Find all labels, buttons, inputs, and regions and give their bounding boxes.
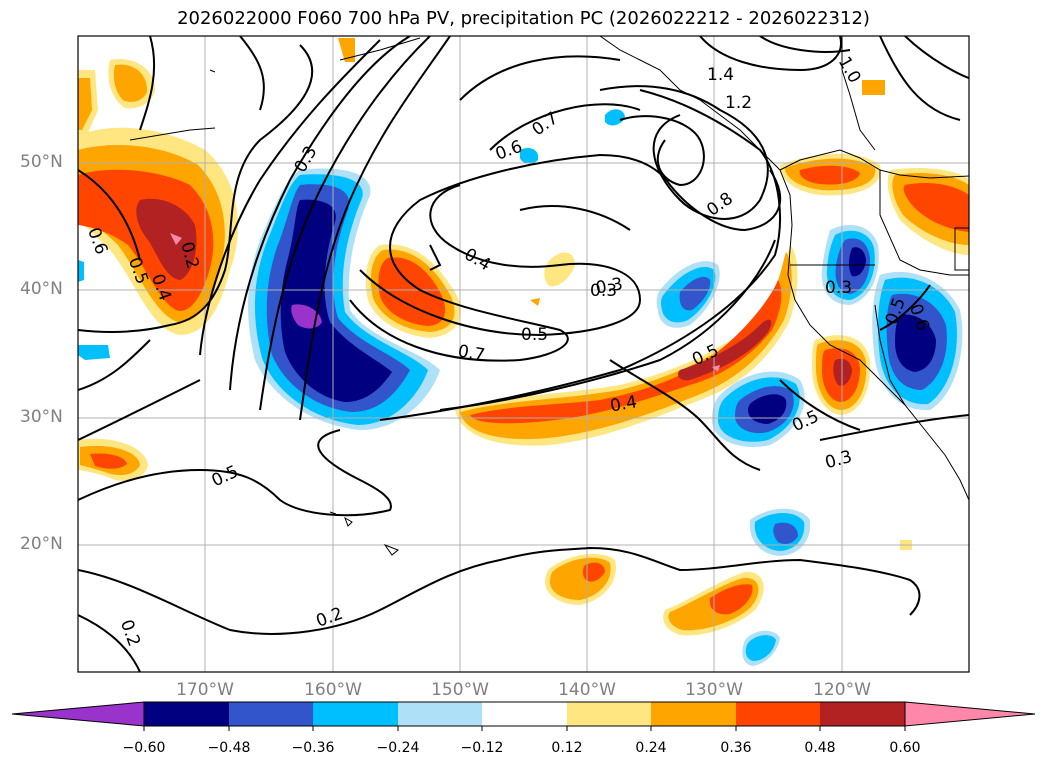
lat-label: 50°N [20,152,63,172]
lon-label: 160°W [304,680,362,700]
contour-label: 1.0 [834,53,865,86]
colorbar-tick: 0.48 [804,740,836,756]
precip-negative-region [849,247,866,277]
colorbar-tick: −0.36 [291,740,335,756]
precip-negative-region [605,109,625,126]
colorbar-swatch [736,702,820,726]
precip-negative-region [773,522,798,544]
precip-positive-region [113,64,148,102]
chart-title: 2026022000 F060 700 hPa PV, precipitatio… [177,8,870,29]
colorbar [11,701,1036,731]
precip-positive-region [530,298,540,306]
colorbar-swatch [144,702,229,726]
precipitation-fields [78,38,969,666]
precip-positive-region [544,252,575,287]
precip-positive-region [799,165,860,185]
contour-label: 0.4 [461,244,494,275]
contour-label: 0.3 [590,281,617,301]
precip-negative-region [748,394,787,424]
precip-positive-region [470,280,782,424]
colorbar-swatch [11,701,145,727]
contour-label: 0.6 [493,137,525,165]
precip-negative-region [78,260,84,282]
lon-label: 120°W [813,680,871,700]
precip-positive-region [833,358,852,386]
colorbar-swatch [313,702,398,726]
colorbar-swatch [229,702,313,726]
precip-negative-region [520,148,539,164]
colorbar-swatch [567,702,651,726]
colorbar-tick: 0.36 [720,740,752,756]
coastlines [129,36,969,556]
precip-positive-region [678,319,772,381]
precip-negative-region [895,314,936,372]
precip-negative-region [679,276,711,311]
colorbar-swatch [482,702,567,726]
colorbar-tick: −0.12 [460,740,504,756]
lon-label: 150°W [431,680,489,700]
lat-label: 20°N [20,534,63,554]
precip-positive-region [709,584,753,615]
contour-label: 0.3 [825,278,852,298]
contour-label: 0.5 [209,462,242,492]
precip-negative-region [745,635,776,661]
contour-label: 0.5 [521,325,548,345]
precip-positive-region [903,183,969,232]
precip-positive-region [582,562,605,582]
colorbar-tick: −0.48 [207,740,251,756]
precip-negative-region [280,199,392,402]
lon-label: 140°W [558,680,616,700]
colorbar-swatch [904,701,1036,727]
contour-label: 0.2 [314,604,346,632]
colorbar-tick: −0.24 [376,740,420,756]
contour-label: 0.7 [529,108,563,140]
contour-label: 1.4 [707,65,734,85]
colorbar-swatch [651,702,736,726]
precip-positive-region [378,257,446,326]
contour-label: 0.3 [823,447,854,473]
precip-positive-region [170,233,182,245]
lat-label: 30°N [20,407,63,427]
lat-label: 40°N [20,279,63,299]
contour-label: 0.3 [594,274,624,298]
contour-label: 0.7 [456,341,486,365]
contour-label: 0.4 [609,392,639,416]
precip-positive-region [862,80,885,95]
lon-label: 170°W [176,680,234,700]
colorbar-tick: 0.12 [551,740,583,756]
precip-negative-region [78,345,110,360]
colorbar-swatch [820,702,905,726]
precip-positive-region [136,198,197,280]
contour-label: 1.2 [725,93,752,113]
gridlines [78,36,969,672]
precip-positive-region [90,453,127,469]
precip-positive-region [338,38,355,62]
precip-positive-region [78,78,92,130]
colorbar-swatch [398,702,482,726]
lon-label: 130°W [685,680,743,700]
precip-positive-region [455,245,798,446]
map-frame [77,35,970,673]
colorbar-tick: 0.24 [635,740,667,756]
pv-contours [78,36,969,672]
colorbar-tick: −0.60 [122,740,166,756]
colorbar-tick: 0.60 [889,740,921,756]
